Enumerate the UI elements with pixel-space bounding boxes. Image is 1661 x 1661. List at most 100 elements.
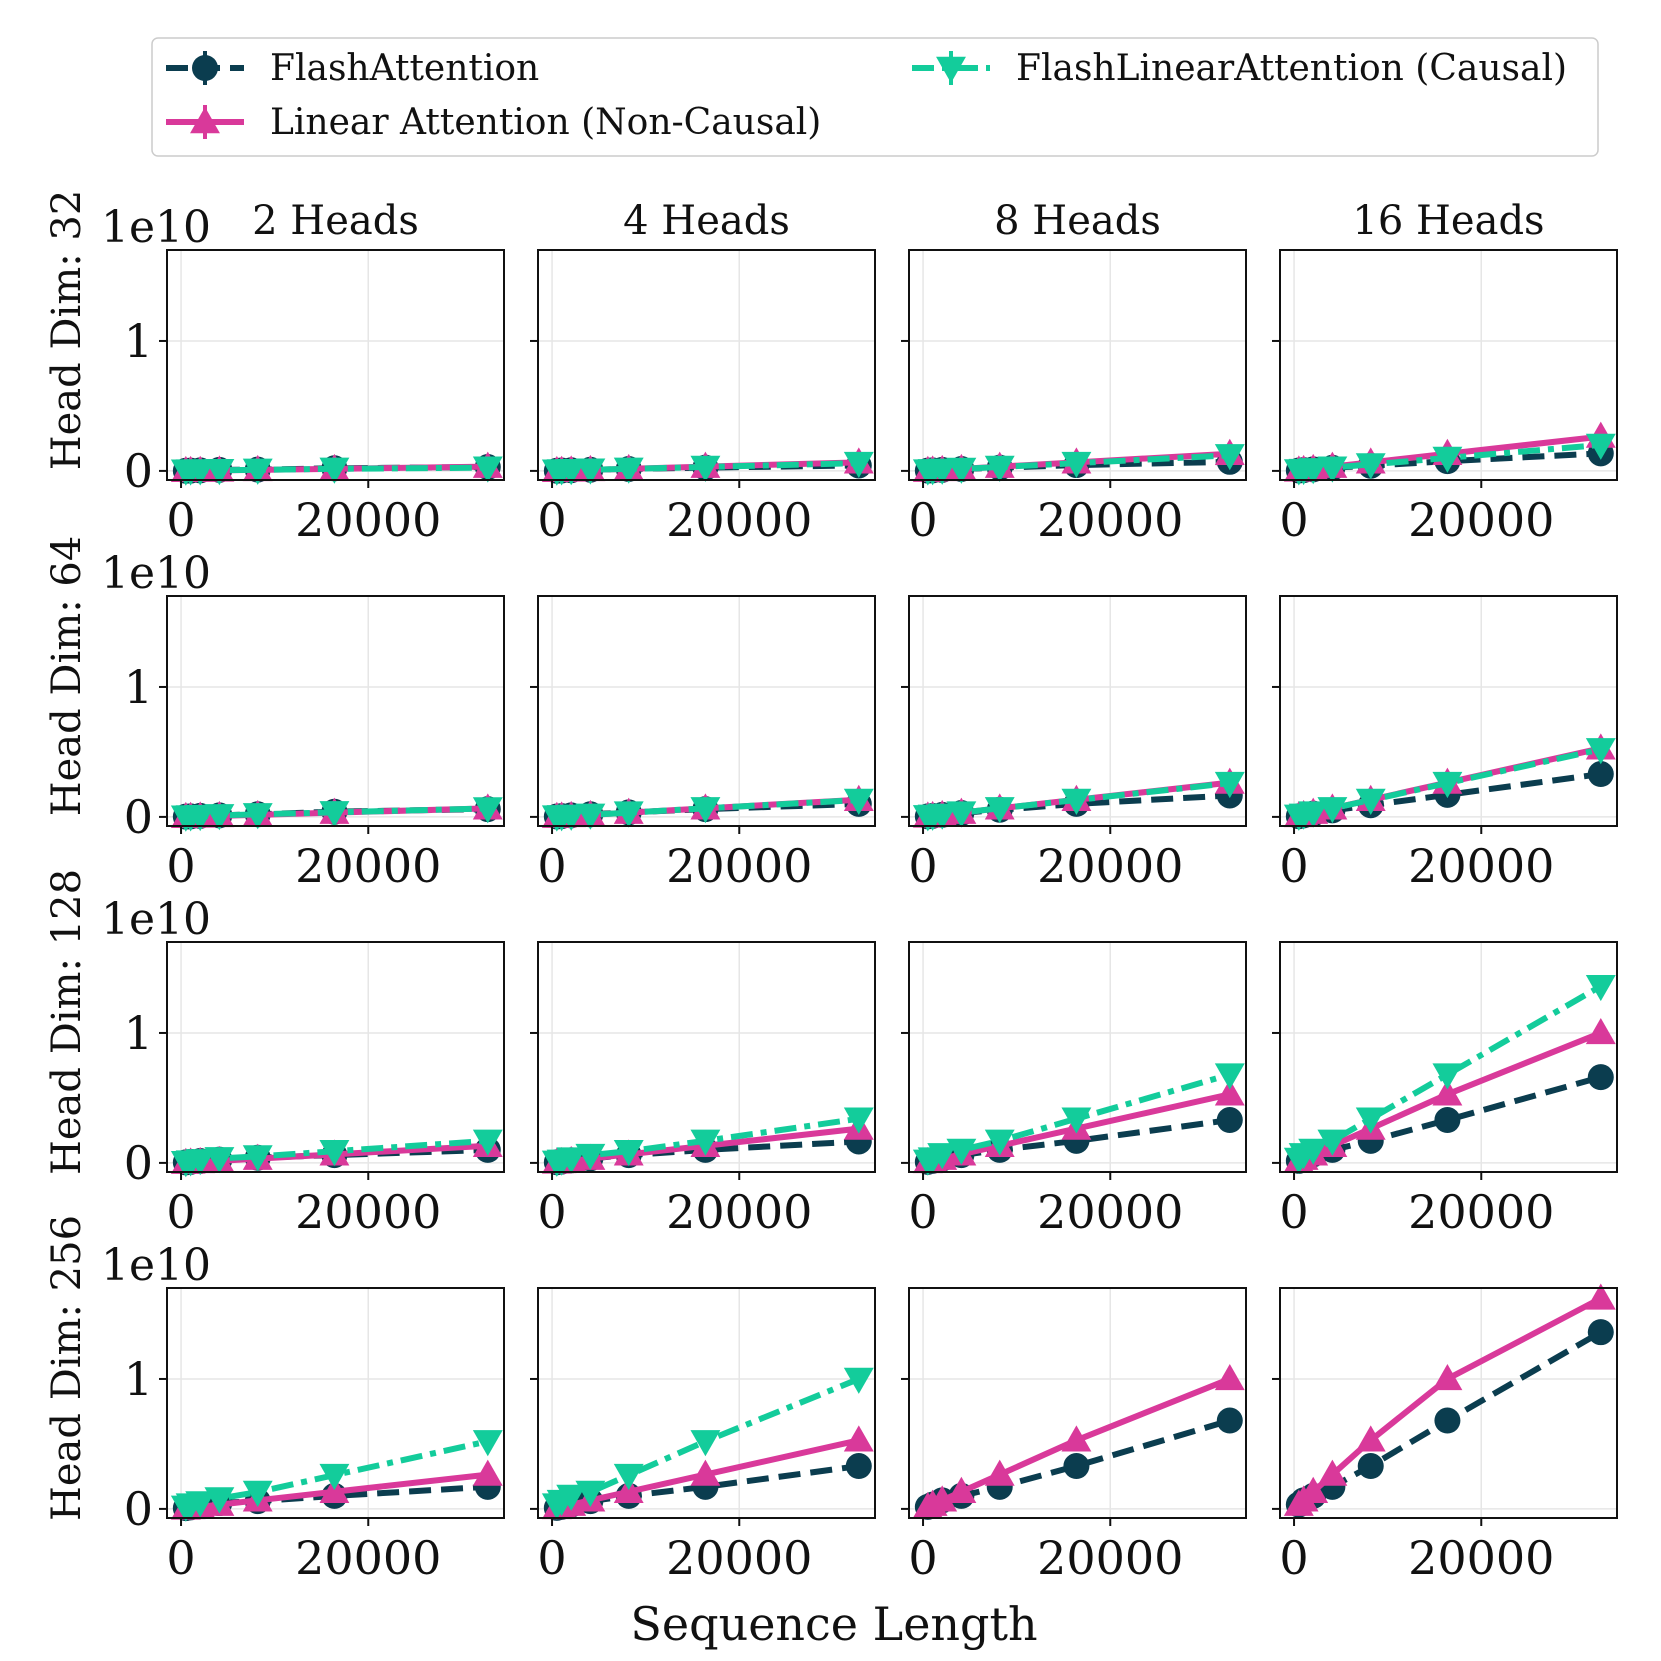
point-fa-32768 [1216, 1107, 1243, 1134]
point-fla-4096 [946, 801, 977, 828]
point-la-32768 [1214, 1364, 1245, 1391]
x-tick-label: 20000 [666, 1185, 812, 1239]
x-tick-label: 0 [908, 1185, 937, 1239]
plot-frame [537, 249, 876, 481]
point-fla-16384 [319, 1463, 350, 1491]
x-tick-label: 20000 [1408, 839, 1554, 893]
point-fla-2048 [927, 458, 958, 485]
point-fla-4096 [204, 1147, 235, 1174]
x-tick-label: 20000 [1408, 493, 1554, 547]
x-tick-label: 0 [166, 1185, 195, 1239]
point-fla-32768 [472, 1129, 503, 1156]
plot-frame [166, 1287, 505, 1519]
point-fla-16384 [690, 1430, 721, 1457]
plot-frame [1279, 941, 1618, 1173]
plot-frame [1279, 1287, 1618, 1519]
point-fa-16384 [1063, 1453, 1090, 1480]
subplot-r0-c0: 0 20000 0 1 1e10 2 Heads [101, 198, 505, 547]
point-fla-4096 [946, 1138, 977, 1165]
column-title: 8 Heads [994, 198, 1161, 244]
x-tick-label: 0 [1279, 1185, 1308, 1239]
point-fla-8192 [1355, 788, 1386, 815]
plot-frame [537, 1287, 876, 1519]
point-fla-32768 [1585, 433, 1616, 460]
y-tick-label: 1 [124, 1352, 153, 1406]
point-fla-8192 [613, 801, 644, 828]
y-scale-exponent: 1e10 [101, 202, 211, 253]
subplot-r3-c3: 0 20000 [1272, 1283, 1618, 1585]
point-fla-4096 [1317, 456, 1348, 483]
point-fla-16384 [690, 1129, 721, 1156]
x-tick-label: 20000 [666, 493, 812, 547]
point-fla-2048 [185, 1149, 216, 1176]
subplot-r2-c2: 0 20000 [901, 941, 1247, 1239]
y-tick-label: 1 [124, 1006, 153, 1060]
point-fla-16384 [1432, 771, 1463, 799]
plot-frame [908, 1287, 1247, 1519]
point-fla-16384 [690, 455, 721, 482]
plot-frame [166, 249, 505, 481]
x-axis-label: Sequence Length [630, 1597, 1037, 1651]
subplot-r3-c2: 0 20000 [901, 1287, 1247, 1585]
subplot-r1-c0: 0 20000 0 1 1e10 [101, 548, 505, 893]
point-fa-16384 [1434, 1407, 1461, 1434]
plot-frame [908, 595, 1247, 827]
point-fla-16384 [319, 1139, 350, 1167]
point-fla-8192 [1355, 453, 1386, 480]
point-fla-16384 [1061, 788, 1092, 815]
point-la-16384 [1432, 1079, 1463, 1106]
x-tick-label: 20000 [666, 839, 812, 893]
subplot-r1-c2: 0 20000 [901, 595, 1247, 893]
x-tick-label: 20000 [295, 493, 441, 547]
x-tick-label: 20000 [1037, 1185, 1183, 1239]
legend-marker-fla [936, 56, 966, 83]
point-fla-8192 [613, 457, 644, 484]
plot-frame [537, 941, 876, 1173]
y-tick-label: 0 [124, 1482, 153, 1536]
point-fla-32768 [1585, 738, 1616, 765]
x-tick-label: 0 [908, 839, 937, 893]
point-fla-32768 [843, 788, 874, 815]
x-tick-label: 20000 [295, 1185, 441, 1239]
point-la-32768 [1585, 1283, 1616, 1310]
point-fla-2048 [556, 459, 587, 486]
point-fla-8192 [984, 455, 1015, 482]
point-fla-32768 [1214, 1063, 1245, 1090]
legend-marker-la [190, 107, 220, 134]
x-tick-label: 0 [908, 1531, 937, 1585]
point-fla-4096 [946, 457, 977, 484]
legend-label-la: Linear Attention (Non-Causal) [270, 102, 821, 143]
y-tick-label: 0 [124, 1136, 153, 1190]
y-tick-label: 0 [124, 790, 153, 844]
subplot-r0-c2: 0 20000 8 Heads [901, 198, 1247, 547]
point-fla-2048 [185, 1491, 216, 1518]
row-label: Head Dim: 256 [44, 1215, 90, 1521]
point-fla-8192 [613, 1463, 644, 1491]
point-la-32768 [1585, 1018, 1616, 1045]
point-fla-16384 [1432, 1063, 1463, 1090]
subplot-r3-c1: 0 20000 [530, 1287, 876, 1585]
point-la-4096 [1317, 1459, 1348, 1486]
point-fla-2048 [927, 1143, 958, 1170]
column-title: 16 Heads [1352, 198, 1544, 244]
x-tick-label: 20000 [1408, 1531, 1554, 1585]
plot-frame [1279, 249, 1618, 481]
legend-label-fa: FlashAttention [270, 48, 539, 89]
legend-label-fla: FlashLinearAttention (Causal) [1016, 48, 1567, 89]
x-tick-label: 0 [537, 1185, 566, 1239]
point-fla-32768 [472, 456, 503, 483]
point-fla-2048 [1298, 1138, 1329, 1165]
point-fla-8192 [242, 1480, 273, 1507]
point-fa-32768 [1216, 1407, 1243, 1434]
x-tick-label: 0 [537, 493, 566, 547]
y-tick-label: 1 [124, 314, 153, 368]
point-fla-32768 [843, 1367, 874, 1394]
x-tick-label: 20000 [1408, 1185, 1554, 1239]
x-tick-label: 0 [1279, 493, 1308, 547]
point-fla-2048 [556, 804, 587, 831]
point-fla-16384 [1061, 1107, 1092, 1134]
y-tick-label: 1 [124, 660, 153, 714]
x-tick-label: 20000 [1037, 1531, 1183, 1585]
subplot-r0-c3: 0 20000 16 Heads [1272, 198, 1618, 547]
